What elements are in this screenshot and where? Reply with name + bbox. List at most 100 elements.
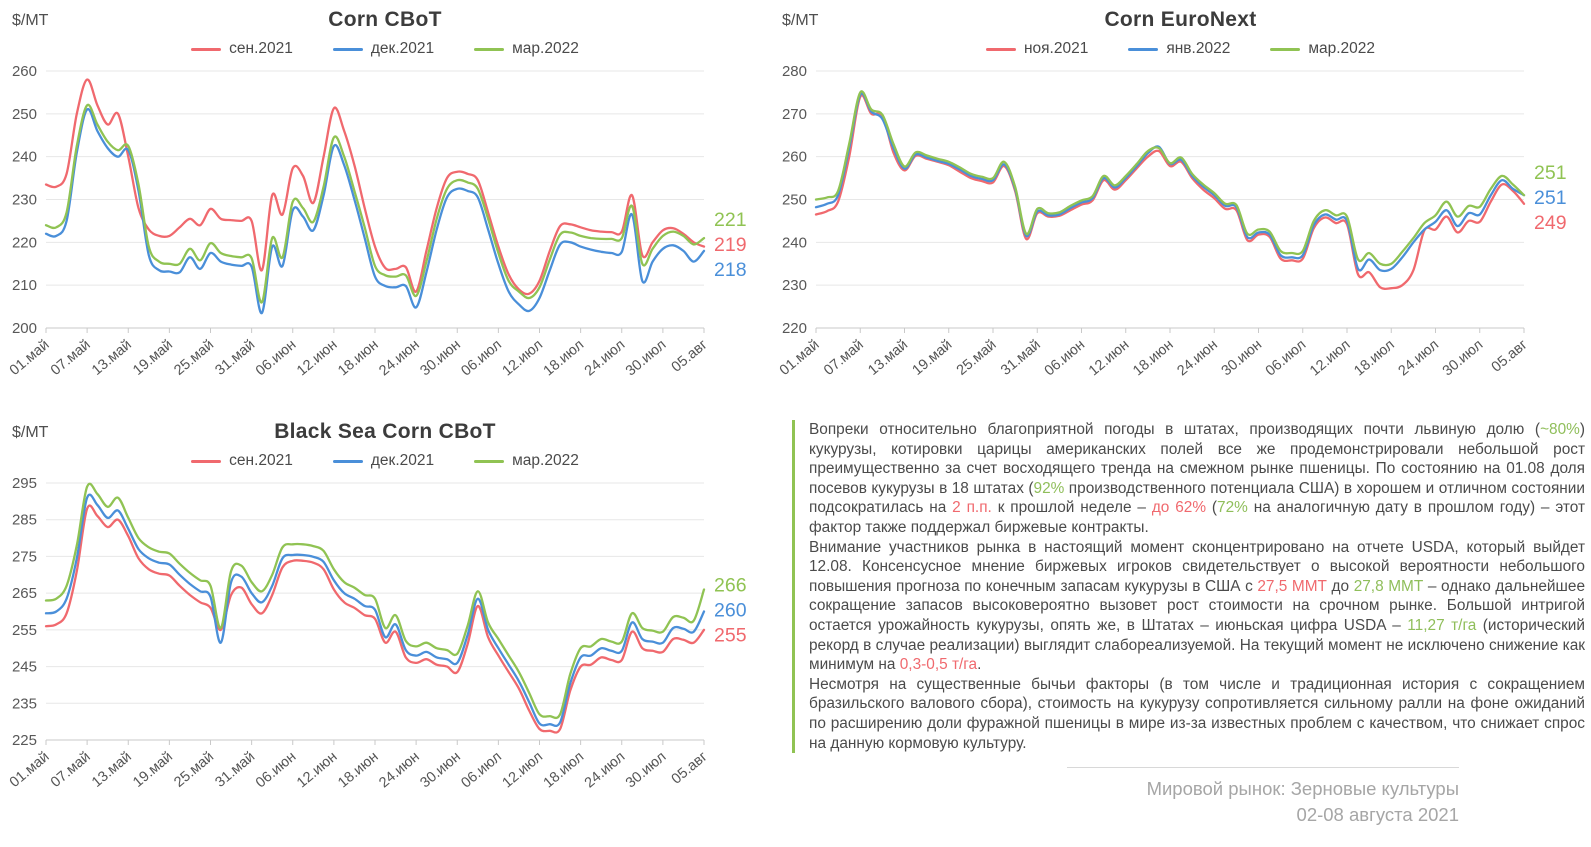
legend-item: ноя.2021 — [985, 37, 1089, 61]
svg-text:30.июн: 30.июн — [417, 749, 463, 792]
svg-text:01.май: 01.май — [7, 337, 53, 379]
svg-text:19.май: 19.май — [130, 749, 176, 791]
svg-text:13.май: 13.май — [89, 749, 135, 791]
legend-item: мар.2022 — [474, 37, 579, 61]
legend-swatch — [191, 459, 222, 463]
svg-text:06.июл: 06.июл — [1263, 337, 1310, 380]
svg-text:13.май: 13.май — [89, 337, 135, 379]
legend-swatch — [1128, 47, 1159, 51]
svg-text:12.июл: 12.июл — [500, 337, 547, 380]
svg-text:250: 250 — [782, 192, 807, 209]
legend-item: мар.2022 — [474, 449, 579, 473]
svg-text:245: 245 — [12, 659, 37, 676]
chart-plot: 295 285 275 265 255 245 235 22501.май07.май13.м… — [7, 475, 747, 792]
svg-text:06.июл: 06.июл — [458, 337, 505, 380]
svg-text:18.июн: 18.июн — [335, 337, 381, 380]
svg-text:07.май: 07.май — [48, 337, 94, 379]
legend-item: дек.2021 — [332, 37, 434, 61]
legend-swatch — [474, 459, 505, 463]
legend-label: мар.2022 — [512, 452, 579, 469]
svg-text:219: 219 — [714, 234, 747, 256]
svg-text:270: 270 — [782, 106, 807, 123]
svg-text:275: 275 — [12, 548, 37, 565]
chart-legend: сен.2021 дек.2021 мар.2022 — [0, 449, 770, 473]
legend-item: мар.2022 — [1270, 37, 1375, 61]
svg-text:07.май: 07.май — [821, 337, 867, 379]
commentary-paragraph: Несмотря на существенные бычьи факторы (… — [809, 675, 1585, 752]
svg-text:260: 260 — [714, 599, 747, 621]
y-axis-unit-label: $/MT — [782, 12, 819, 29]
chart-legend: ноя.2021 янв.2022 мар.2022 — [770, 37, 1591, 61]
svg-text:12.июл: 12.июл — [500, 749, 547, 792]
svg-text:05.авг: 05.авг — [1489, 337, 1531, 376]
svg-text:225: 225 — [12, 732, 37, 749]
legend-label: ноя.2021 — [1023, 40, 1089, 57]
legend-label: сен.2021 — [229, 40, 293, 57]
commentary-paragraph: Вопреки относительно благоприятной погод… — [809, 421, 1586, 536]
svg-text:18.июн: 18.июн — [1130, 337, 1176, 380]
legend-item: сен.2021 — [191, 37, 293, 61]
svg-text:230: 230 — [12, 192, 37, 209]
svg-text:12.июн: 12.июн — [1086, 337, 1132, 380]
svg-text:24.июл: 24.июл — [582, 337, 629, 380]
legend-swatch — [191, 47, 222, 51]
svg-text:220: 220 — [782, 320, 807, 337]
svg-text:24.июн: 24.июн — [376, 337, 422, 380]
svg-text:12.июл: 12.июл — [1307, 337, 1354, 380]
svg-text:12.июн: 12.июн — [294, 749, 340, 792]
svg-text:24.июл: 24.июл — [582, 749, 629, 792]
svg-text:05.авг: 05.авг — [669, 749, 711, 788]
svg-text:260: 260 — [782, 149, 807, 166]
svg-text:07.май: 07.май — [48, 749, 94, 791]
svg-text:30.июл: 30.июл — [1440, 337, 1487, 380]
commentary-paragraph: Внимание участников рынка в настоящий мо… — [809, 538, 1585, 674]
svg-text:18.июн: 18.июн — [335, 749, 381, 792]
bottom-row: $/MT Black Sea Corn CBoT сен.2021 дек.202… — [0, 406, 1591, 828]
svg-text:06.июл: 06.июл — [458, 749, 505, 792]
report-footer: Мировой рынок: Зерновые культуры 02-08 а… — [1067, 767, 1459, 828]
svg-text:235: 235 — [12, 695, 37, 712]
svg-text:12.июн: 12.июн — [294, 337, 340, 380]
chart-title: Black Sea Corn CBoT — [274, 420, 496, 443]
svg-text:06.июн: 06.июн — [1042, 337, 1088, 380]
chart-title: Corn CBoT — [328, 8, 442, 31]
footer-date: 02-08 августа 2021 — [1296, 804, 1459, 826]
legend-label: мар.2022 — [512, 40, 579, 57]
legend-item: янв.2022 — [1128, 37, 1230, 61]
svg-text:251: 251 — [1534, 187, 1567, 209]
svg-text:266: 266 — [714, 574, 747, 596]
svg-text:240: 240 — [782, 234, 807, 251]
legend-swatch — [1270, 47, 1301, 51]
svg-text:18.июл: 18.июл — [541, 337, 588, 380]
svg-text:255: 255 — [714, 624, 747, 646]
legend-label: сен.2021 — [229, 452, 293, 469]
chart-header: $/MT Black Sea Corn CBoT сен.2021 дек.202… — [0, 416, 770, 473]
legend-item: дек.2021 — [332, 449, 434, 473]
chart-header: $/MT Corn CBoT сен.2021 дек.2021 мар.2022 — [0, 4, 770, 61]
svg-text:18.июл: 18.июл — [541, 749, 588, 792]
chart-legend: сен.2021 дек.2021 мар.2022 — [0, 37, 770, 61]
svg-text:230: 230 — [782, 277, 807, 294]
svg-text:24.июн: 24.июн — [376, 749, 422, 792]
svg-text:280: 280 — [782, 63, 807, 80]
legend-swatch — [332, 47, 363, 51]
legend-item: сен.2021 — [191, 449, 293, 473]
svg-text:30.июн: 30.июн — [417, 337, 463, 380]
top-row: $/MT Corn CBoT сен.2021 дек.2021 мар.2022 … — [0, 0, 1591, 406]
commentary-block: Вопреки относительно благоприятной погод… — [792, 420, 1586, 754]
legend-swatch — [985, 47, 1016, 51]
svg-text:250: 250 — [12, 106, 37, 123]
svg-text:30.июл: 30.июл — [623, 749, 670, 792]
svg-text:220: 220 — [12, 234, 37, 251]
svg-text:221: 221 — [714, 209, 747, 231]
legend-label: янв.2022 — [1166, 40, 1231, 57]
y-axis-unit-label: $/MT — [12, 424, 49, 441]
svg-text:05.авг: 05.авг — [669, 337, 711, 376]
svg-text:24.июн: 24.июн — [1174, 337, 1220, 380]
chart-corn-cbot: $/MT Corn CBoT сен.2021 дек.2021 мар.2022 … — [0, 0, 770, 406]
svg-text:255: 255 — [12, 622, 37, 639]
svg-text:13.май: 13.май — [865, 337, 911, 379]
svg-text:251: 251 — [1534, 162, 1567, 184]
svg-text:249: 249 — [1534, 212, 1567, 234]
